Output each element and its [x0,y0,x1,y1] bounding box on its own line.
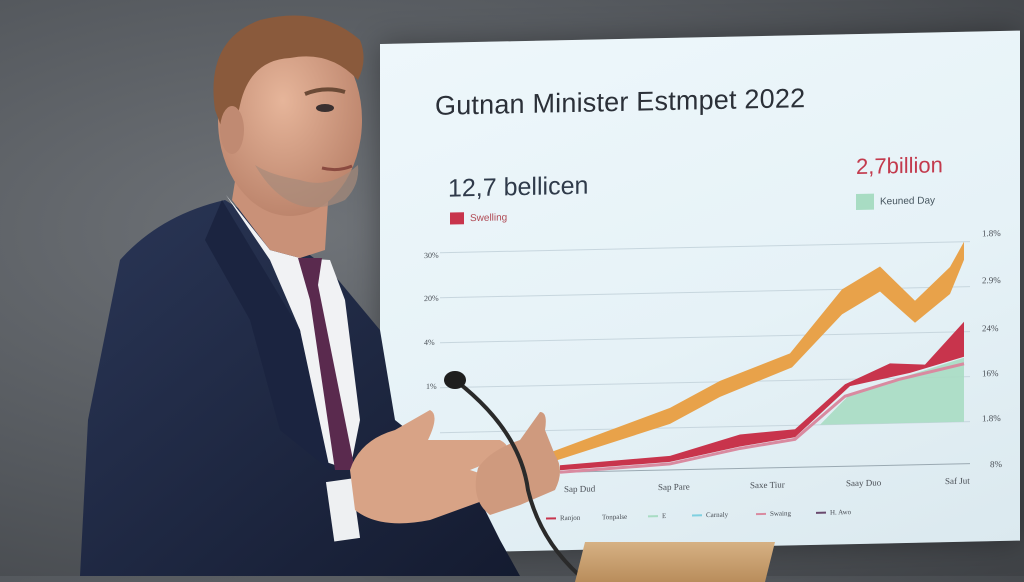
eye [316,104,334,112]
ear [220,106,244,154]
podium [575,542,775,582]
right-hand [476,412,560,515]
